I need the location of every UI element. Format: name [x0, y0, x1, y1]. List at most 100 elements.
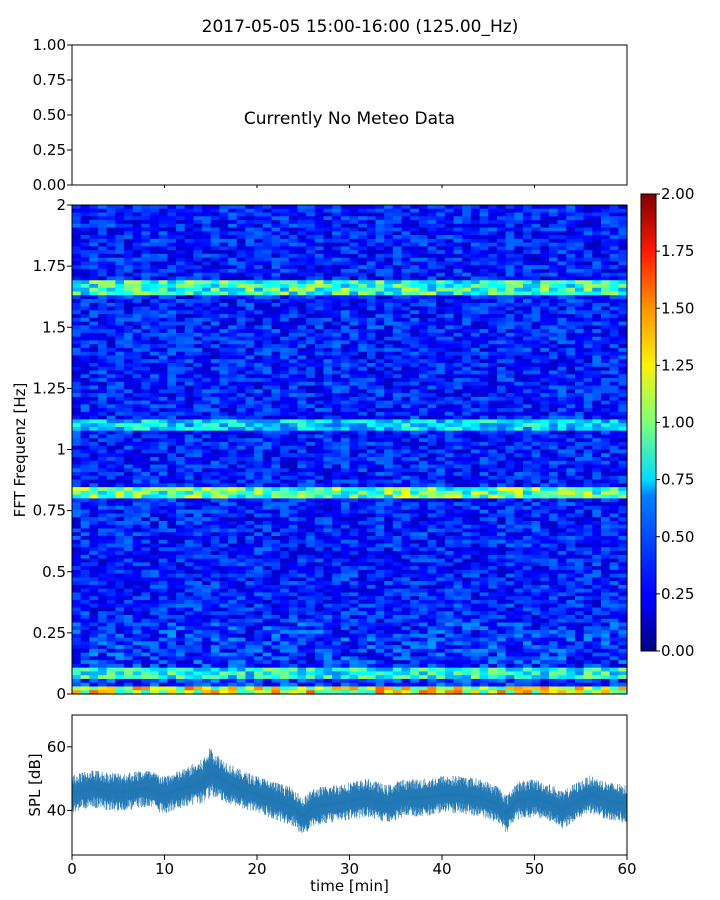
spectrogram-cell	[618, 242, 628, 247]
spectrogram-cell	[609, 378, 619, 383]
spectrogram-cell	[514, 310, 524, 315]
spectrogram-cell	[340, 411, 351, 417]
spectrogram-cell	[557, 483, 567, 488]
spectrogram-cell	[72, 325, 82, 330]
spectrogram-cell	[427, 205, 437, 210]
spectrogram-cell	[176, 242, 186, 247]
spectrogram-cell	[427, 231, 437, 236]
spectrogram-cell	[522, 404, 533, 409]
spectrogram-cell	[392, 441, 403, 447]
spectrogram-cell	[609, 475, 619, 481]
spectrogram-cell	[158, 370, 168, 375]
spectrogram-cell	[115, 385, 125, 390]
spectrogram-cell	[358, 268, 368, 274]
spectrogram-cell	[167, 472, 177, 477]
spectrogram-cell	[314, 487, 325, 492]
spectrogram-cell	[124, 381, 134, 387]
spectrogram-cell	[375, 299, 385, 304]
spectrogram-cell	[124, 235, 134, 240]
spectrogram-cell	[306, 359, 316, 364]
spectrogram-cell	[600, 393, 611, 398]
spectrogram-cell	[236, 415, 247, 421]
spectrogram-cell	[436, 340, 446, 345]
spectrogram-cell	[158, 325, 168, 330]
spectrogram-cell	[297, 336, 307, 342]
spectrogram-cell	[236, 280, 247, 285]
spectrogram-cell	[401, 295, 411, 300]
spectrogram-cell	[89, 400, 99, 405]
spectrogram-cell	[566, 317, 576, 323]
spectrogram-cell	[470, 468, 481, 473]
spectrogram-cell	[141, 362, 151, 368]
spectrogram-cell	[479, 449, 489, 454]
spectrogram-cell	[349, 408, 359, 413]
spectrogram-cell	[323, 314, 333, 319]
spectrogram-cell	[254, 265, 264, 270]
spectrogram-cell	[496, 336, 507, 342]
spectrogram-cell	[384, 205, 394, 210]
spectrogram-cell	[600, 415, 611, 421]
spectrogram-cell	[236, 283, 247, 289]
spectrogram-cell	[557, 445, 567, 451]
spectrogram-cell	[236, 291, 247, 296]
spectrogram-cell	[522, 257, 533, 263]
spectrogram-cell	[297, 208, 307, 214]
spectrogram-cell	[522, 483, 533, 488]
spectrogram-cell	[392, 475, 403, 481]
spectrogram-cell	[176, 411, 186, 417]
spectrogram-cell	[401, 468, 411, 473]
spectrogram-cell	[349, 374, 359, 379]
spectrogram-cell	[496, 445, 507, 451]
spectrogram-cell	[618, 362, 628, 368]
spectrogram-cell	[392, 261, 403, 266]
spectrogram-cell	[228, 347, 238, 353]
spectrogram-cell	[150, 347, 160, 353]
meteo-y-tick-label: 0.25	[33, 141, 66, 159]
spectrogram-cell	[236, 438, 247, 443]
spectrogram-cell	[245, 438, 255, 443]
spectrogram-cell	[609, 299, 619, 304]
spectrogram-cell	[496, 419, 507, 424]
spectrogram-cell	[540, 393, 550, 398]
spectrogram-cell	[124, 302, 134, 308]
spectrogram-cell	[583, 272, 593, 278]
spectrogram-cell	[384, 329, 394, 334]
spectrogram-cell	[115, 460, 125, 466]
spectrogram-cell	[375, 381, 385, 387]
spectrogram-cell	[557, 408, 567, 413]
spectrogram-cell	[262, 205, 273, 210]
spectrogram-cell	[271, 291, 281, 296]
spectrogram-cell	[236, 265, 247, 270]
spectrogram-cell	[392, 385, 403, 390]
spectrogram-cell	[488, 250, 498, 255]
spectrogram-cell	[245, 242, 255, 247]
spectrogram-cell	[592, 344, 602, 349]
spectrogram-cell	[366, 227, 377, 232]
spectrogram-cell	[401, 212, 411, 217]
spectrogram-cell	[505, 374, 515, 379]
spectrogram-cell	[384, 336, 394, 342]
spectrogram-cell	[453, 494, 463, 499]
spectrogram-cell	[288, 310, 299, 315]
spectrogram-cell	[141, 242, 151, 247]
spectrogram-cell	[505, 400, 515, 405]
spectrogram-cell	[158, 227, 168, 232]
spectrogram-cell	[349, 238, 359, 244]
spectrogram-cell	[340, 329, 351, 334]
spectrogram-cell	[566, 445, 576, 451]
spectrogram-cell	[566, 464, 576, 469]
spectrogram-cell	[262, 483, 273, 488]
spectrogram-cell	[496, 359, 507, 364]
spectrogram-cell	[98, 374, 108, 379]
spectrogram-cell	[392, 449, 403, 454]
spectrogram-cell	[453, 246, 463, 251]
spectrogram-cell	[505, 276, 515, 281]
spectrogram-cell	[505, 272, 515, 278]
spectrogram-cell	[540, 287, 550, 293]
spectrogram-cell	[219, 370, 229, 375]
spectrogram-cell	[150, 423, 160, 428]
spectrogram-cell	[288, 332, 299, 338]
spectrogram-cell	[245, 238, 255, 244]
spectrogram-cell	[427, 457, 437, 462]
spectrogram-cell	[470, 227, 481, 232]
